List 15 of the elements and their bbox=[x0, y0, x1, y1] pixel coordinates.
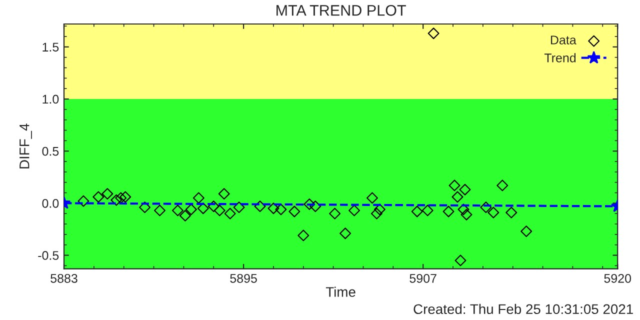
x-tick-label: 5883 bbox=[50, 274, 78, 283]
y-tick-label: 0.0 bbox=[42, 198, 59, 208]
legend-label: Trend bbox=[544, 53, 576, 62]
x-tick-label: 5920 bbox=[604, 274, 632, 283]
y-tick-label: 0.5 bbox=[42, 146, 59, 156]
legend-label: Data bbox=[550, 36, 576, 44]
y-axis-title: DIFF_4 bbox=[20, 124, 32, 168]
x-tick-label: 5907 bbox=[410, 274, 436, 283]
chart-title: MTA TREND PLOT bbox=[276, 5, 406, 16]
x-tick-label: 5895 bbox=[230, 274, 257, 283]
y-tick-label: 1.5 bbox=[42, 42, 59, 52]
x-axis-title: Time bbox=[326, 286, 356, 297]
y-tick-label: 1.0 bbox=[42, 94, 59, 104]
text: Created: Thu Feb 25 10:31:05 2021 bbox=[414, 304, 633, 314]
y-tick-label: -0.5 bbox=[38, 251, 59, 260]
